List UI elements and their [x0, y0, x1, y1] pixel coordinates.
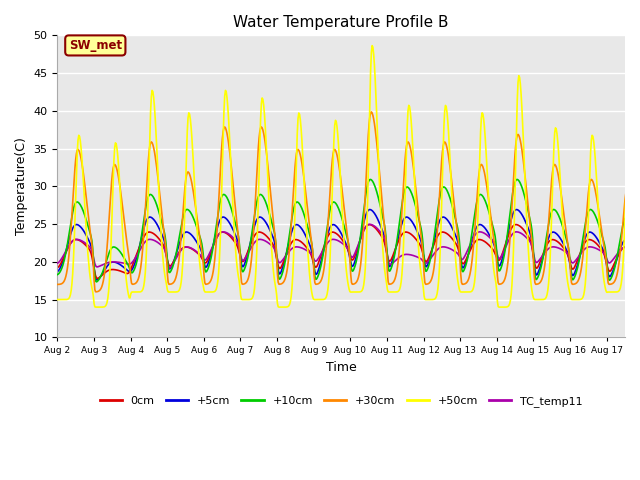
X-axis label: Time: Time [326, 361, 356, 374]
Text: SW_met: SW_met [68, 39, 122, 52]
Title: Water Temperature Profile B: Water Temperature Profile B [234, 15, 449, 30]
Y-axis label: Temperature(C): Temperature(C) [15, 137, 28, 235]
Legend: 0cm, +5cm, +10cm, +30cm, +50cm, TC_temp11: 0cm, +5cm, +10cm, +30cm, +50cm, TC_temp1… [95, 391, 588, 411]
